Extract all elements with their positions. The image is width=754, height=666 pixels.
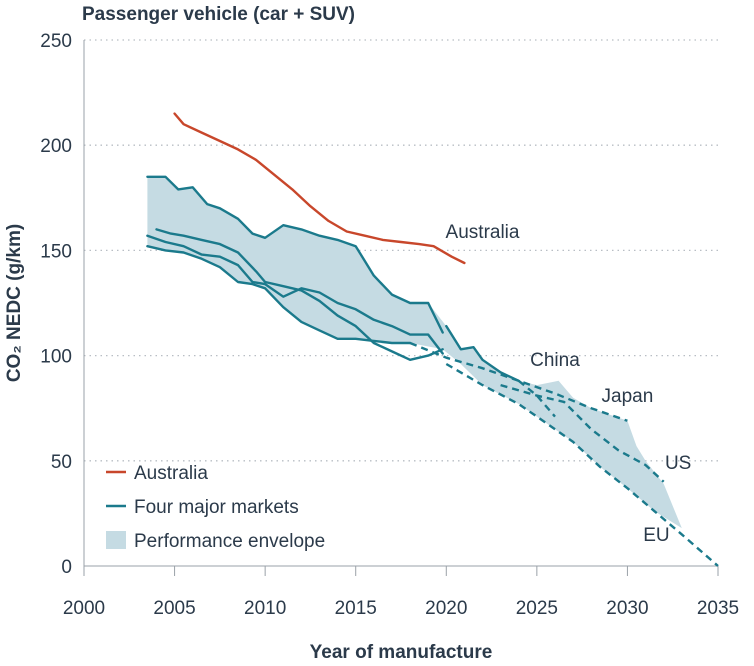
series-label-australia: Australia bbox=[446, 222, 520, 243]
y-tick-200: 200 bbox=[40, 136, 72, 157]
x-tick-2020: 2020 bbox=[425, 598, 467, 619]
series-line-australia bbox=[173, 112, 466, 265]
y-tick-100: 100 bbox=[40, 347, 72, 368]
legend: Australia Four major markets Performance e… bbox=[106, 463, 325, 552]
series-line-four-major-markets-lower-middle bbox=[155, 228, 444, 361]
legend-label-performance-envelope: Performance envelope bbox=[134, 531, 325, 552]
series-line-four-major-markets-upper-middle bbox=[146, 234, 444, 355]
y-tick-250: 250 bbox=[40, 31, 72, 52]
series-layer bbox=[146, 112, 719, 567]
series-line-us bbox=[500, 383, 665, 483]
x-tick-2000: 2000 bbox=[63, 598, 105, 619]
x-tick-2015: 2015 bbox=[335, 598, 377, 619]
chart-title: Passenger vehicle (car + SUV) bbox=[82, 4, 355, 25]
series-label-japan: Japan bbox=[602, 386, 654, 407]
series-line-four-major-markets-lower bbox=[146, 245, 412, 345]
legend-swatch-performance-envelope bbox=[106, 531, 126, 549]
legend-label-four-major-markets: Four major markets bbox=[134, 497, 299, 518]
x-axis-title: Year of manufacture bbox=[310, 642, 493, 663]
series-line-china-target bbox=[517, 379, 556, 418]
x-tick-2030: 2030 bbox=[606, 598, 648, 619]
legend-label-australia: Australia bbox=[134, 463, 208, 484]
y-tick-50: 50 bbox=[51, 452, 72, 473]
series-line-china bbox=[445, 324, 520, 382]
performance-envelope-area bbox=[147, 176, 682, 529]
x-tick-2010: 2010 bbox=[244, 598, 286, 619]
series-label-us: US bbox=[665, 453, 691, 474]
series-line-four-major-markets-upper bbox=[146, 175, 444, 334]
y-tick-0: 0 bbox=[61, 557, 72, 578]
series-line-japan bbox=[409, 341, 628, 422]
series-line-eu bbox=[445, 362, 719, 567]
y-tick-150: 150 bbox=[40, 241, 72, 262]
x-tick-2035: 2035 bbox=[697, 598, 739, 619]
y-axis-title: CO₂ NEDC (g/km) bbox=[4, 224, 25, 382]
x-tick-2005: 2005 bbox=[153, 598, 195, 619]
series-label-eu: EU bbox=[643, 525, 669, 546]
series-label-china: China bbox=[530, 350, 580, 371]
ticks-layer: 0 50 100 150 200 250 2000 2005 2010 2015 2020 2025 2… bbox=[40, 31, 739, 619]
x-tick-2025: 2025 bbox=[516, 598, 558, 619]
envelope-layer bbox=[147, 176, 682, 529]
series-labels: Australia China Japan US EU bbox=[446, 222, 692, 546]
